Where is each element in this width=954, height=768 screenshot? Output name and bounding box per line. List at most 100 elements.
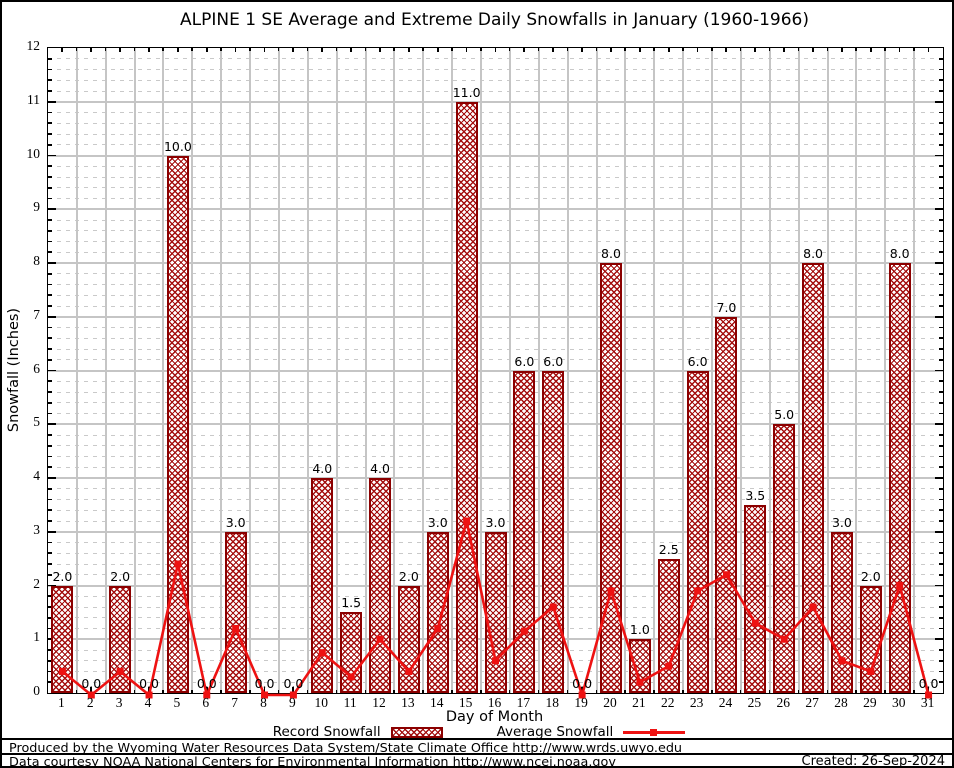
bar-value-label: 0.0 (81, 676, 102, 691)
record-snowfall-bar (51, 585, 74, 693)
vertical-gridline (306, 48, 309, 693)
y-minor-tick (48, 79, 52, 82)
x-tick-label: 19 (574, 695, 588, 710)
y-minor-tick (939, 326, 943, 329)
major-gridline (48, 369, 943, 372)
y-minor-tick (939, 165, 943, 168)
average-point (607, 587, 615, 595)
average-point (896, 582, 904, 589)
minor-gridline (48, 79, 943, 81)
minor-gridline (48, 144, 943, 146)
average-snowfall-marker (623, 727, 686, 738)
average-point (665, 662, 673, 670)
x-minor-tick (508, 690, 511, 693)
y-minor-tick (939, 670, 943, 673)
bar-value-label: 7.0 (716, 299, 737, 315)
x-tick-label: 7 (231, 695, 239, 710)
legend-entry-average: Average Snowfall (497, 724, 686, 740)
minor-gridline (48, 413, 943, 414)
bar-value-label: 0.0 (139, 676, 159, 691)
y-minor-tick (48, 616, 52, 619)
x-minor-tick (913, 48, 915, 51)
x-tick-label: 20 (603, 695, 617, 710)
x-minor-tick (682, 48, 684, 51)
y-tick-label: 5 (33, 414, 40, 430)
x-tick (205, 48, 208, 52)
minor-gridline (48, 219, 943, 221)
minor-gridline (48, 391, 943, 393)
y-minor-tick (48, 305, 52, 307)
bar-value-label: 0.0 (918, 676, 939, 691)
y-tick-label: 2 (33, 575, 40, 591)
y-minor-tick (48, 283, 52, 286)
x-minor-tick (826, 690, 829, 693)
x-tick-label: 3 (115, 695, 123, 710)
x-tick (263, 687, 266, 693)
x-tick (552, 48, 555, 52)
y-minor-tick (48, 358, 52, 361)
y-tick-label: 8 (33, 253, 40, 268)
vertical-gridline (566, 48, 569, 693)
x-minor-tick (451, 48, 453, 51)
x-minor-tick (364, 48, 367, 51)
legend-entry-record: Record Snowfall (273, 724, 443, 740)
y-minor-tick (48, 606, 52, 608)
average-point (925, 691, 933, 699)
x-tick-label: 16 (487, 695, 502, 710)
average-point (867, 668, 875, 675)
y-minor-tick (48, 487, 52, 490)
vertical-gridline (884, 48, 887, 693)
divider-line (2, 753, 952, 755)
x-minor-tick (595, 48, 598, 51)
y-minor-tick (48, 122, 52, 125)
x-minor-tick (913, 690, 915, 693)
y-minor-tick (939, 573, 943, 576)
y-minor-tick (939, 90, 943, 92)
y-minor-tick (939, 337, 943, 340)
average-point (520, 627, 528, 635)
vertical-gridline (624, 48, 627, 693)
x-tick-label: 5 (173, 695, 181, 710)
x-tick-label: 15 (458, 695, 473, 710)
x-tick-label: 25 (747, 695, 762, 710)
x-minor-tick (162, 690, 164, 693)
record-snowfall-bar (166, 155, 189, 693)
bar-value-label: 4.0 (312, 461, 333, 476)
y-minor-tick (48, 219, 52, 221)
x-minor-tick (537, 690, 540, 693)
y-minor-tick (939, 283, 943, 286)
x-tick (812, 48, 814, 52)
vertical-gridline (797, 48, 800, 693)
y-major-tick (935, 638, 943, 641)
x-minor-tick (653, 690, 655, 693)
minor-gridline (48, 230, 943, 232)
x-tick-label: 9 (289, 695, 296, 710)
y-major-tick (48, 369, 56, 372)
bar-value-label: 1.0 (629, 622, 650, 638)
record-snowfall-bar (744, 504, 767, 693)
x-tick (638, 48, 641, 52)
average-point (578, 691, 586, 699)
y-minor-tick (939, 305, 943, 307)
x-minor-tick (133, 690, 136, 693)
y-minor-tick (48, 348, 52, 350)
x-minor-tick (768, 48, 771, 51)
average-snowfall-line (58, 517, 933, 700)
vertical-gridline (393, 48, 396, 693)
x-tick-label: 24 (718, 695, 733, 710)
bar-value-label: 0.0 (254, 676, 275, 691)
average-point (203, 691, 211, 699)
x-minor-tick (220, 48, 222, 51)
x-tick (90, 48, 93, 52)
vertical-gridline (682, 48, 685, 693)
vertical-gridline (653, 48, 656, 693)
x-tick-label: 23 (689, 695, 704, 710)
x-minor-tick (277, 690, 280, 693)
x-tick-label: 6 (202, 695, 210, 710)
x-minor-tick (595, 690, 598, 693)
x-tick-label: 8 (260, 695, 267, 710)
y-minor-tick (939, 681, 943, 684)
x-tick (609, 48, 612, 52)
vertical-gridline (451, 48, 454, 693)
vertical-gridline (508, 48, 511, 693)
